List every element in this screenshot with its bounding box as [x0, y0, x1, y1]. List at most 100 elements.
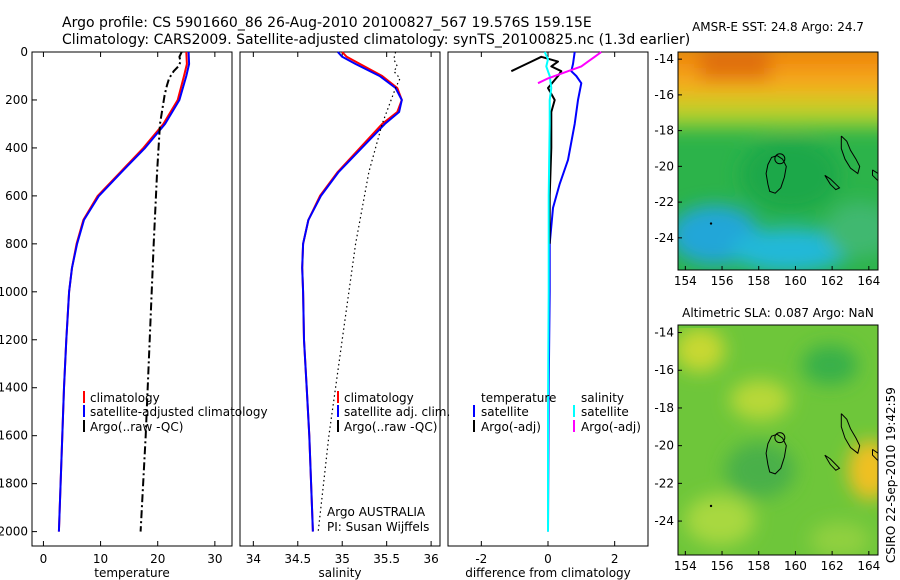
reef-dot [709, 504, 713, 508]
reef-dot [709, 222, 713, 225]
y-tick-label: 1200 [0, 333, 28, 347]
float-owner-annotation: Argo AUSTRALIA [327, 505, 426, 519]
legend-label-temperature-argo: Argo(-adj) [481, 420, 541, 434]
y-tick-label: -14 [654, 52, 674, 66]
y-tick-label: -18 [654, 401, 674, 415]
series-line-salinity-argo-adj [537, 51, 602, 85]
legend-label-salinity-argo: Argo(-adj) [581, 420, 641, 434]
x-tick-label: 34 [246, 552, 261, 566]
y-tick-label: 0 [20, 45, 28, 59]
legend-label-satellite-adjusted: satellite-adjusted climatology [90, 405, 268, 419]
temperature-legend: climatology satellite-adjusted climatolo… [83, 391, 268, 434]
legend-title-salinity: salinity [581, 391, 624, 405]
sla-map-heatmap [678, 325, 878, 555]
y-tick-label: -18 [654, 124, 674, 138]
temperature-profile-panel: 0 10 20 30 0 200 400 600 800 1000 1200 1400 1600 1800… [0, 45, 233, 580]
x-tick-label: 164 [857, 274, 880, 288]
x-axis-label: salinity [318, 566, 361, 580]
x-tick-label: 0 [40, 552, 48, 566]
float-pi-annotation: PI: Susan Wijffels [327, 520, 429, 534]
y-tick-label: 1600 [0, 429, 28, 443]
y-tick-label: 2000 [0, 525, 28, 539]
legend-label-argo: Argo(..raw -QC) [344, 420, 437, 434]
coastline [824, 454, 841, 471]
y-tick-label: -16 [654, 88, 674, 102]
x-axis-label: temperature [94, 566, 169, 580]
y-tick-label: 1400 [0, 381, 28, 395]
map-frame [677, 51, 879, 271]
y-tick-label: 600 [5, 189, 28, 203]
y-tick-label: -20 [654, 439, 674, 453]
x-tick-label: 35.5 [373, 552, 400, 566]
legend-label-salinity-satellite: satellite [581, 405, 629, 419]
x-tick-label: 164 [857, 559, 880, 573]
y-tick-label: -24 [654, 514, 674, 528]
legend-label-temperature-satellite: satellite [481, 405, 529, 419]
x-tick-label: 35 [335, 552, 350, 566]
sla-map-frame: 154 156 158 160 162 164 -14 -16 -18 -20 -22 -24 [654, 324, 880, 573]
coastline [765, 433, 787, 475]
series-line-salinity-satellite [543, 51, 553, 532]
difference-legend: temperature salinity satellite Argo(-adj… [473, 391, 641, 434]
argo-position-marker [774, 153, 786, 165]
sst-map-heatmap [678, 52, 878, 270]
series-line-climatology [57, 51, 188, 532]
y-tick-label: 200 [5, 93, 28, 107]
x-tick-label: 0 [544, 552, 552, 566]
x-tick-label: 158 [747, 559, 770, 573]
x-axis-label: difference from climatology [465, 566, 631, 580]
x-tick-label: 36 [423, 552, 438, 566]
coastline [824, 174, 841, 191]
x-tick-label: 10 [93, 552, 108, 566]
coastline [840, 135, 861, 175]
series-line-climatology [301, 51, 403, 532]
x-tick-label: 154 [674, 559, 697, 573]
series-line-argo-raw-qc [317, 51, 401, 532]
x-tick-label: 156 [711, 274, 734, 288]
x-tick-label: 156 [711, 559, 734, 573]
y-tick-label: -22 [654, 476, 674, 490]
salinity-profile-panel: 34 34.5 35 35.5 36 salinity [239, 51, 441, 580]
y-tick-label: -24 [654, 231, 674, 245]
legend-label-climatology: climatology [344, 391, 414, 405]
coastline [840, 413, 861, 455]
figure-title-line1: Argo profile: CS 5901660_86 26-Aug-2010 … [62, 15, 592, 31]
coastline [765, 155, 787, 194]
y-tick-label: -22 [654, 195, 674, 209]
x-tick-label: 30 [207, 552, 222, 566]
sla-map-title: Altimetric SLA: 0.087 Argo: NaN [682, 306, 874, 320]
x-tick-label: 162 [821, 559, 844, 573]
legend-label-climatology: climatology [90, 391, 160, 405]
y-tick-label: -16 [654, 363, 674, 377]
x-tick-label: 162 [821, 274, 844, 288]
legend-label-argo: Argo(..raw -QC) [90, 420, 183, 434]
x-tick-label: 2 [611, 552, 619, 566]
series-line-temperature-argo-adj [510, 55, 563, 244]
y-tick-label: 400 [5, 141, 28, 155]
figure-title-line2: Climatology: CARS2009. Satellite-adjuste… [62, 32, 690, 48]
x-tick-label: 158 [747, 274, 770, 288]
series-line-satellite-adjusted-climatology [57, 51, 191, 532]
plot-area-frame [31, 51, 233, 547]
plot-area-frame [239, 51, 441, 547]
sst-map-frame: 154 156 158 160 162 164 -14 -16 -18 -20 -22 -24 [654, 51, 880, 288]
x-tick-label: 20 [150, 552, 165, 566]
y-tick-label: 1000 [0, 285, 28, 299]
argo-position-marker [774, 432, 786, 444]
side-timestamp-label: CSIRO 22-Sep-2010 19:42:59 [884, 387, 898, 563]
legend-label-satellite-adj: satellite adj. clim. [344, 405, 450, 419]
x-tick-label: 154 [674, 274, 697, 288]
series-line-temperature-satellite [547, 51, 583, 532]
legend-title-temperature: temperature [481, 391, 556, 405]
x-tick-label: -2 [475, 552, 487, 566]
x-tick-label: 160 [784, 274, 807, 288]
sst-map-title: AMSR-E SST: 24.8 Argo: 24.7 [692, 20, 864, 34]
y-tick-label: -20 [654, 159, 674, 173]
map-frame [677, 324, 879, 556]
x-tick-label: 160 [784, 559, 807, 573]
y-tick-label: -14 [654, 326, 674, 340]
y-tick-label: 1800 [0, 477, 28, 491]
y-tick-label: 800 [5, 237, 28, 251]
